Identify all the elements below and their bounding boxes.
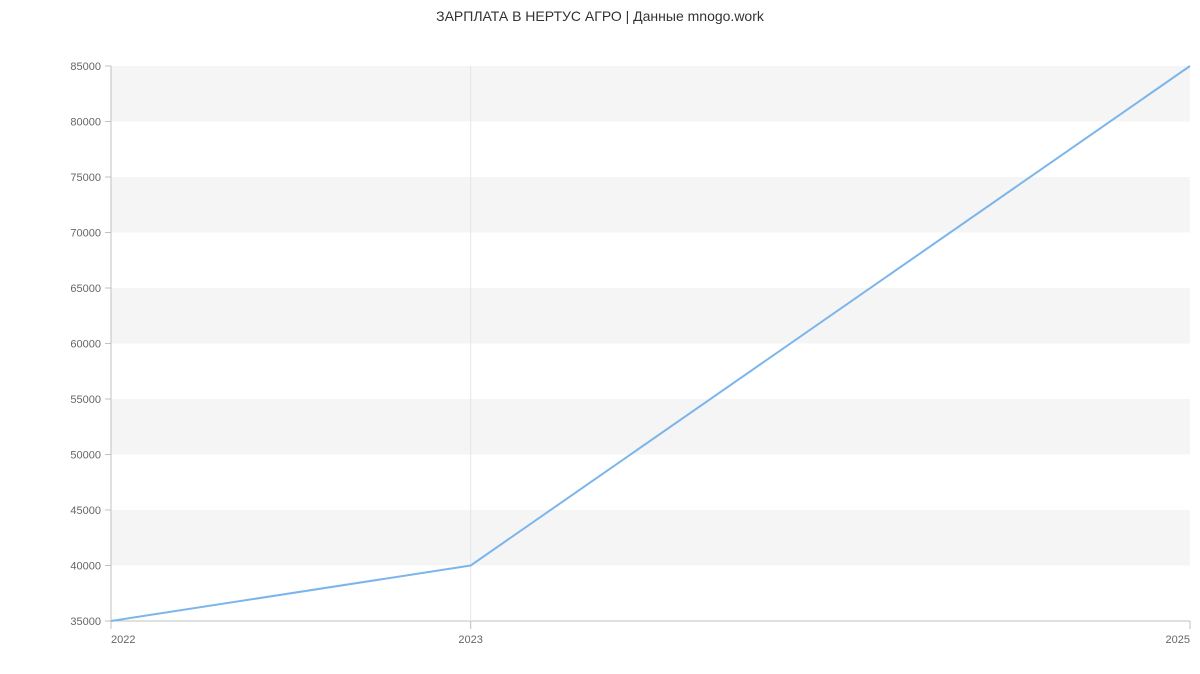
chart-title: ЗАРПЛАТА В НЕРТУС АГРО | Данные mnogo.wo… bbox=[0, 0, 1200, 24]
line-chart: ЗАРПЛАТА В НЕРТУС АГРО | Данные mnogo.wo… bbox=[0, 0, 1200, 650]
svg-text:50000: 50000 bbox=[70, 450, 101, 462]
svg-text:80000: 80000 bbox=[70, 117, 101, 129]
svg-text:2025: 2025 bbox=[1166, 634, 1190, 646]
svg-text:60000: 60000 bbox=[70, 339, 101, 351]
chart-svg: 35000 40000 45000 50000 55000 60000 65000 70000… bbox=[0, 24, 1200, 674]
svg-text:75000: 75000 bbox=[70, 172, 101, 184]
svg-text:55000: 55000 bbox=[70, 394, 101, 406]
svg-text:2023: 2023 bbox=[458, 634, 482, 646]
svg-text:70000: 70000 bbox=[70, 228, 101, 240]
svg-text:2022: 2022 bbox=[111, 634, 135, 646]
svg-text:40000: 40000 bbox=[70, 561, 101, 573]
svg-text:35000: 35000 bbox=[70, 616, 101, 628]
svg-text:45000: 45000 bbox=[70, 505, 101, 517]
svg-text:85000: 85000 bbox=[70, 61, 101, 73]
svg-text:65000: 65000 bbox=[70, 283, 101, 295]
